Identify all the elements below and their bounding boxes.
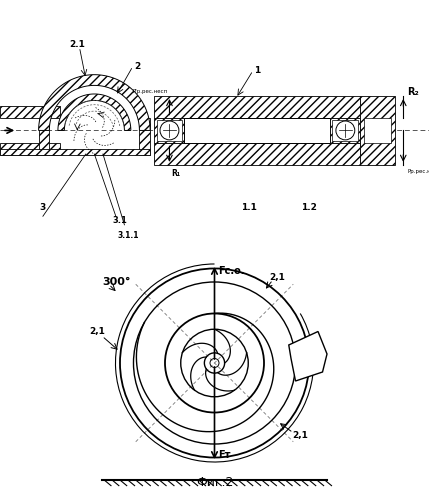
Polygon shape [39, 75, 150, 130]
Text: 1: 1 [254, 66, 260, 75]
Text: Рр.рес.несп: Рр.рес.несп [408, 169, 429, 174]
Text: 2,1: 2,1 [292, 431, 308, 440]
Polygon shape [289, 331, 327, 381]
Bar [139, 118, 150, 155]
Bar [157, 120, 182, 141]
Bar [0, 143, 60, 155]
Bar [330, 118, 360, 143]
Bar [332, 120, 358, 141]
Text: 3: 3 [40, 203, 46, 212]
Bar [364, 118, 391, 143]
Bar [154, 143, 360, 165]
Text: R₁: R₁ [172, 169, 181, 178]
Text: Фиг.2: Фиг.2 [196, 476, 233, 489]
Text: P'р.рес.несп: P'р.рес.несп [132, 89, 167, 94]
Bar [0, 149, 150, 155]
Text: 1.1: 1.1 [241, 203, 257, 212]
Text: 3.1: 3.1 [113, 216, 127, 225]
Text: 2,1: 2,1 [90, 327, 106, 336]
Bar [154, 96, 360, 118]
Text: 3.1.1: 3.1.1 [118, 231, 139, 240]
Text: 2,1: 2,1 [269, 273, 285, 282]
Text: 1.2: 1.2 [301, 203, 317, 212]
Bar [39, 118, 49, 155]
Bar [184, 118, 330, 143]
Text: Fт: Fт [218, 450, 230, 460]
Text: 2: 2 [134, 61, 140, 70]
Text: 300°: 300° [102, 277, 130, 287]
Text: R₂: R₂ [408, 87, 419, 97]
Bar [154, 118, 184, 143]
Text: 2.1: 2.1 [69, 40, 85, 49]
Polygon shape [58, 94, 131, 130]
Text: Fс.о.: Fс.о. [218, 266, 245, 276]
Bar [360, 96, 395, 165]
Bar [0, 106, 60, 118]
